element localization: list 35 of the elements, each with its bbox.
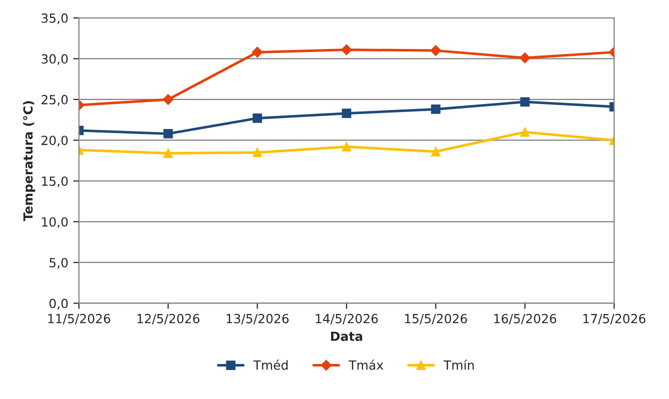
x-tick-label: 14/5/2026 xyxy=(316,314,378,324)
y-tick-label: 20,0 xyxy=(42,136,68,146)
point xyxy=(520,52,530,64)
y-tick-label: 30,0 xyxy=(42,54,68,65)
legend-label: Tmáx xyxy=(348,360,384,370)
x-tick-label: 17/5/2026 xyxy=(583,314,646,324)
point xyxy=(163,148,173,158)
point xyxy=(341,44,352,56)
x-tick-label: 11/5/2026 xyxy=(48,314,110,324)
y-tick-label: 5,0 xyxy=(50,258,68,269)
point xyxy=(431,104,440,114)
point xyxy=(163,129,173,138)
y-tick-label: 15,0 xyxy=(42,176,68,188)
point xyxy=(342,108,352,118)
legend-label: Tmín xyxy=(444,360,474,370)
point xyxy=(162,94,174,105)
x-tick-label: 13/5/2026 xyxy=(226,314,289,324)
point xyxy=(252,114,262,123)
point xyxy=(520,97,530,107)
x-axis-title: Data xyxy=(331,332,362,341)
y-axis-title: Temperatura (°C) xyxy=(23,101,36,222)
y-tick-label: 0,0 xyxy=(49,298,68,310)
point xyxy=(520,127,530,137)
point xyxy=(430,45,442,56)
x-tick-label: 12/5/2026 xyxy=(137,314,200,324)
y-tick-label: 10,0 xyxy=(42,217,68,228)
legend-label: Tméd xyxy=(253,360,288,370)
x-tick-label: 16/5/2026 xyxy=(494,314,556,324)
x-tick-label: 15/5/2026 xyxy=(405,314,467,324)
point xyxy=(252,46,263,58)
y-tick-label: 25,0 xyxy=(42,94,68,106)
y-tick-label: 35,0 xyxy=(42,13,68,24)
point xyxy=(431,146,440,156)
point xyxy=(252,148,262,158)
point xyxy=(342,142,352,152)
